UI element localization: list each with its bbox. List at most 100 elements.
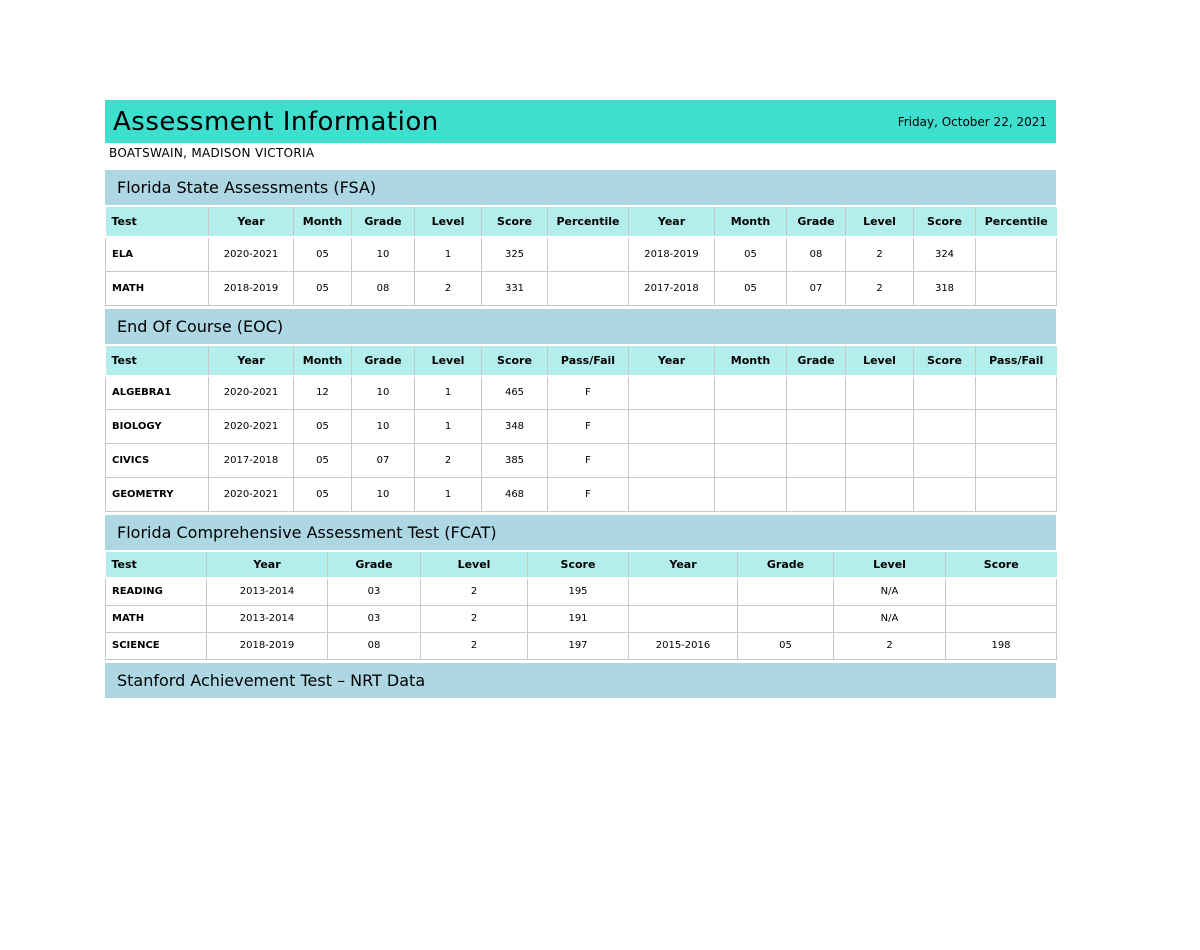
- cell: [737, 604, 834, 633]
- cell: [786, 477, 846, 512]
- cell: SCIENCE: [105, 631, 207, 660]
- column-header: Level: [833, 552, 946, 579]
- cell: [913, 477, 976, 512]
- column-header: Month: [714, 345, 787, 377]
- column-header: Grade: [351, 345, 415, 377]
- cell: [975, 236, 1057, 272]
- cell: [547, 236, 629, 272]
- column-header: Level: [845, 345, 914, 377]
- cell: 2: [414, 443, 482, 478]
- column-header: Grade: [327, 552, 421, 579]
- column-header: Month: [714, 207, 787, 238]
- column-header: Score: [527, 552, 629, 579]
- cell: [845, 409, 914, 444]
- cell: [913, 375, 976, 410]
- cell: [913, 443, 976, 478]
- cell: 2020-2021: [208, 409, 294, 444]
- cell: [786, 443, 846, 478]
- table-row: BIOLOGY 2020-2021 05 10 1 348 F: [105, 409, 1057, 444]
- column-header: Test: [105, 552, 207, 579]
- column-header: Grade: [351, 207, 415, 238]
- cell: 12: [293, 375, 352, 410]
- cell: [945, 604, 1057, 633]
- cell: 1: [414, 477, 482, 512]
- report-date: Friday, October 22, 2021: [897, 114, 1047, 129]
- cell: [714, 409, 787, 444]
- cell: 2015-2016: [628, 631, 738, 660]
- column-header: Test: [105, 345, 209, 377]
- section-header-stanford: Stanford Achievement Test – NRT Data: [105, 662, 1056, 698]
- fcat-table: Test Year Grade Level Score Year Grade Level Sco…: [105, 552, 1057, 660]
- column-header: Score: [913, 207, 976, 238]
- cell: [975, 270, 1057, 306]
- cell: [628, 375, 715, 410]
- cell: 05: [714, 270, 787, 306]
- cell: 2: [845, 236, 914, 272]
- table-row: MATH 2013-2014 03 2 191 N/A: [105, 604, 1057, 633]
- cell: 05: [293, 443, 352, 478]
- column-header: Month: [293, 207, 352, 238]
- cell: [628, 604, 738, 633]
- cell: 10: [351, 375, 415, 410]
- column-header: Level: [845, 207, 914, 238]
- table-row: CIVICS 2017-2018 05 07 2 385 F: [105, 443, 1057, 478]
- cell: BIOLOGY: [105, 409, 209, 444]
- cell: 2: [833, 631, 946, 660]
- table-row: ALGEBRA1 2020-2021 12 10 1 465 F: [105, 375, 1057, 410]
- cell: CIVICS: [105, 443, 209, 478]
- cell: 07: [351, 443, 415, 478]
- cell: [845, 375, 914, 410]
- column-header: Grade: [786, 207, 846, 238]
- page-title: Assessment Information: [113, 106, 439, 137]
- cell: 2: [420, 604, 528, 633]
- table-header-row: Test Year Month Grade Level Score Percentile Ye…: [105, 207, 1057, 238]
- table-row: ELA 2020-2021 05 10 1 325 2018-2019 05 08 2 324: [105, 236, 1057, 272]
- column-header: Year: [628, 345, 715, 377]
- cell: 03: [327, 604, 421, 633]
- cell: [547, 270, 629, 306]
- cell: [975, 477, 1057, 512]
- cell: 2013-2014: [206, 577, 328, 606]
- cell: 2: [420, 631, 528, 660]
- cell: [845, 477, 914, 512]
- cell: 08: [327, 631, 421, 660]
- cell: [975, 409, 1057, 444]
- cell: 2017-2018: [208, 443, 294, 478]
- table-header-row: Test Year Grade Level Score Year Grade Level Sco…: [105, 552, 1057, 579]
- cell: [913, 409, 976, 444]
- cell: 10: [351, 409, 415, 444]
- cell: 2018-2019: [208, 270, 294, 306]
- cell: 05: [293, 270, 352, 306]
- cell: 05: [714, 236, 787, 272]
- table-row: SCIENCE 2018-2019 08 2 197 2015-2016 05 2 198: [105, 631, 1057, 660]
- section-header-eoc: End Of Course (EOC): [105, 308, 1056, 344]
- cell: 08: [351, 270, 415, 306]
- cell: 05: [293, 409, 352, 444]
- cell: [628, 577, 738, 606]
- cell: 10: [351, 477, 415, 512]
- column-header: Score: [481, 207, 548, 238]
- column-header: Score: [481, 345, 548, 377]
- cell: 197: [527, 631, 629, 660]
- cell: [945, 577, 1057, 606]
- column-header: Pass/Fail: [547, 345, 629, 377]
- cell: 05: [737, 631, 834, 660]
- cell: ALGEBRA1: [105, 375, 209, 410]
- cell: 2018-2019: [628, 236, 715, 272]
- cell: 10: [351, 236, 415, 272]
- cell: [786, 409, 846, 444]
- cell: [714, 443, 787, 478]
- cell: 324: [913, 236, 976, 272]
- column-header: Test: [105, 207, 209, 238]
- cell: F: [547, 443, 629, 478]
- column-header: Year: [628, 552, 738, 579]
- cell: 2018-2019: [206, 631, 328, 660]
- section-header-fsa: Florida State Assessments (FSA): [105, 170, 1056, 205]
- cell: 2: [845, 270, 914, 306]
- cell: 191: [527, 604, 629, 633]
- cell: N/A: [833, 604, 946, 633]
- cell: MATH: [105, 270, 209, 306]
- cell: 325: [481, 236, 548, 272]
- cell: READING: [105, 577, 207, 606]
- column-header: Grade: [786, 345, 846, 377]
